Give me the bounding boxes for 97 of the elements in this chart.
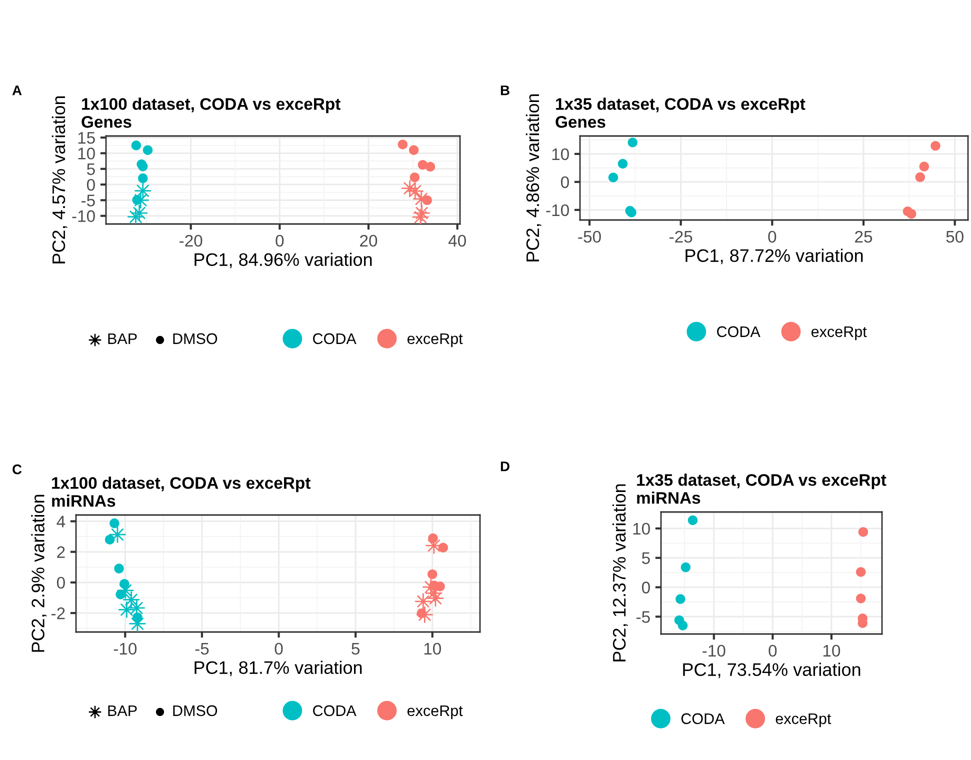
point: [142, 145, 153, 155]
point: [688, 515, 698, 526]
x-tick-label: 0: [276, 234, 284, 247]
legend-label: CODA: [313, 333, 356, 344]
point: [930, 140, 940, 151]
text: C: [12, 464, 22, 474]
y-tick-label: -2: [52, 607, 65, 620]
x-tick-label: 50: [946, 230, 964, 243]
text: A: [12, 86, 22, 96]
y-axis-title: PC2, 4.86% variation: [526, 94, 542, 262]
point: [127, 208, 144, 224]
text: DMSO: [173, 333, 218, 344]
point: [678, 620, 688, 630]
legend-label: exceRpt: [407, 705, 463, 720]
point: [414, 593, 432, 610]
point: [608, 172, 618, 182]
legend-label: exceRpt: [776, 713, 832, 728]
y-tick-label: 0: [86, 178, 95, 191]
x-tick-label: 0: [768, 644, 777, 657]
y-tick-label: 15: [78, 132, 95, 144]
point: [618, 158, 628, 169]
x-tick-label: 40: [448, 234, 466, 247]
legend-label: exceRpt: [811, 326, 867, 340]
legend-label: CODA: [313, 705, 356, 716]
y-tick-label: 10: [633, 522, 650, 535]
text: DMSO: [173, 705, 218, 716]
x-tick-label: 5: [352, 643, 360, 655]
point: [858, 527, 868, 537]
point: [131, 140, 142, 150]
x-axis-title: PC1, 81.7% variation: [194, 660, 362, 676]
y-tick-label: 10: [552, 148, 569, 160]
chart-title: 1x100 dataset, CODA vs exceRpt Genes: [82, 98, 340, 128]
chart-title: 1x100 dataset, CODA vs exceRpt miRNAs: [52, 476, 310, 507]
point: [114, 564, 124, 574]
y-tick-label: 4: [56, 516, 66, 528]
chart-title: 1x35 dataset, CODA vs exceRpt Genes: [556, 98, 806, 128]
y-tick-label: -5: [636, 611, 650, 623]
text: BAP: [108, 705, 137, 716]
x-tick-label: 25: [855, 230, 872, 243]
y-axis-title: PC2, 4.57% variation: [52, 96, 68, 264]
legend-label: CODA: [717, 326, 760, 338]
text: D: [500, 462, 510, 472]
point: [104, 534, 115, 544]
x-axis-title: PC1, 87.72% variation: [686, 248, 863, 264]
point: [398, 140, 408, 150]
x-tick-label: 10: [823, 644, 840, 657]
x-tick-label: 0: [274, 642, 283, 655]
point: [438, 542, 448, 552]
text: B: [500, 86, 510, 96]
x-tick-label: -10: [114, 642, 137, 655]
point: [406, 182, 424, 200]
point: [427, 590, 444, 607]
point: [138, 162, 148, 172]
point: [138, 173, 148, 184]
y-tick-label: 0: [560, 176, 569, 188]
x-tick-label: 10: [424, 642, 441, 655]
y-axis-title: PC2, 2.9% variation: [31, 494, 47, 652]
y-tick-label: 0: [56, 576, 65, 589]
y-tick-label: 5: [642, 552, 650, 564]
legend-label: exceRpt: [407, 333, 463, 348]
point: [134, 182, 152, 200]
point: [110, 518, 120, 528]
x-tick-label: -20: [180, 234, 202, 247]
point: [132, 192, 149, 209]
x-tick-label: 0: [768, 230, 776, 243]
point: [628, 138, 638, 148]
point: [412, 208, 429, 224]
x-tick-label: 20: [360, 234, 378, 247]
point: [919, 162, 930, 172]
point: [428, 569, 438, 580]
x-tick-label: -10: [702, 644, 726, 657]
x-axis-title: PC1, 73.54% variation: [683, 662, 860, 678]
y-tick-label: -5: [82, 194, 95, 206]
x-tick-label: -50: [578, 230, 601, 243]
point: [856, 594, 866, 604]
point: [416, 606, 434, 624]
y-axis-title: PC2, 12.37% variation: [612, 484, 628, 662]
x-tick-label: -25: [670, 230, 692, 243]
point: [856, 567, 866, 577]
y-tick-label: 0: [642, 582, 650, 594]
text: BAP: [108, 333, 137, 344]
point: [410, 172, 420, 182]
chart-title: 1x35 dataset, CODA vs exceRpt miRNAs: [637, 474, 886, 504]
y-tick-label: -10: [546, 204, 569, 216]
y-tick-label: 10: [78, 148, 95, 160]
x-axis-title: PC1, 84.96% variation: [194, 252, 372, 268]
point: [408, 145, 419, 155]
legend-label: CODA: [681, 713, 725, 724]
y-tick-label: 5: [86, 163, 95, 176]
x-tick-label: -5: [195, 643, 209, 655]
point: [680, 562, 691, 572]
point: [676, 594, 686, 604]
point: [915, 172, 925, 182]
y-tick-label: -10: [72, 210, 95, 222]
point: [425, 162, 436, 172]
y-tick-label: 2: [57, 546, 65, 558]
point: [906, 208, 916, 219]
